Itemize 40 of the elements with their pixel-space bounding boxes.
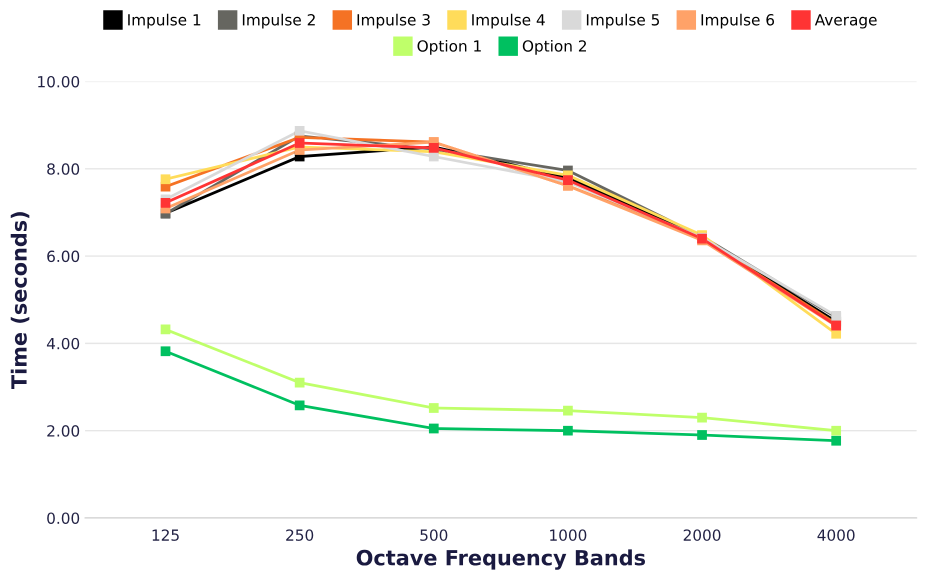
legend-label: Impulse 1: [128, 14, 200, 29]
legend-label: Impulse 5: [586, 14, 660, 29]
y-tick-label: 6.00: [47, 250, 80, 262]
point: [294, 378, 305, 388]
legend-label: Impulse 2: [242, 14, 315, 29]
x-tick-label: 2000: [684, 529, 720, 541]
x-tick-label: 4000: [817, 529, 855, 541]
x-tick-label: 250: [286, 529, 314, 541]
y-tick-label: 2.00: [47, 425, 80, 437]
point: [428, 424, 439, 434]
point: [697, 430, 707, 440]
legend-label: Impulse 3: [358, 14, 430, 29]
y-tick-label: 4.00: [46, 338, 80, 350]
point: [428, 152, 439, 162]
legend-label: Average: [814, 14, 877, 29]
y-tick-label: 0.00: [47, 512, 80, 524]
y-tick-label: 8.00: [47, 163, 80, 175]
point: [294, 400, 305, 410]
point: [428, 403, 439, 413]
x-axis-title: Octave Frequency Bands: [356, 549, 646, 570]
y-axis-title: Time (seconds): [10, 212, 30, 390]
y-tick-label: 10.00: [38, 76, 80, 88]
point: [563, 406, 573, 416]
legend-label: Impulse 6: [702, 14, 774, 29]
point: [563, 426, 573, 436]
point: [831, 436, 842, 446]
legend-label: Option 2: [522, 40, 586, 55]
point: [160, 198, 170, 208]
point: [160, 174, 170, 184]
point: [160, 346, 170, 356]
point: [831, 426, 842, 436]
point: [294, 138, 305, 148]
legend-label: Option 1: [418, 40, 481, 55]
legend-label: Impulse 4: [472, 14, 545, 29]
point: [294, 126, 305, 136]
point: [697, 412, 707, 422]
x-tick-label: 1000: [550, 529, 586, 541]
x-tick-label: 125: [152, 529, 179, 541]
point: [160, 324, 170, 334]
x-tick-label: 500: [420, 529, 448, 541]
